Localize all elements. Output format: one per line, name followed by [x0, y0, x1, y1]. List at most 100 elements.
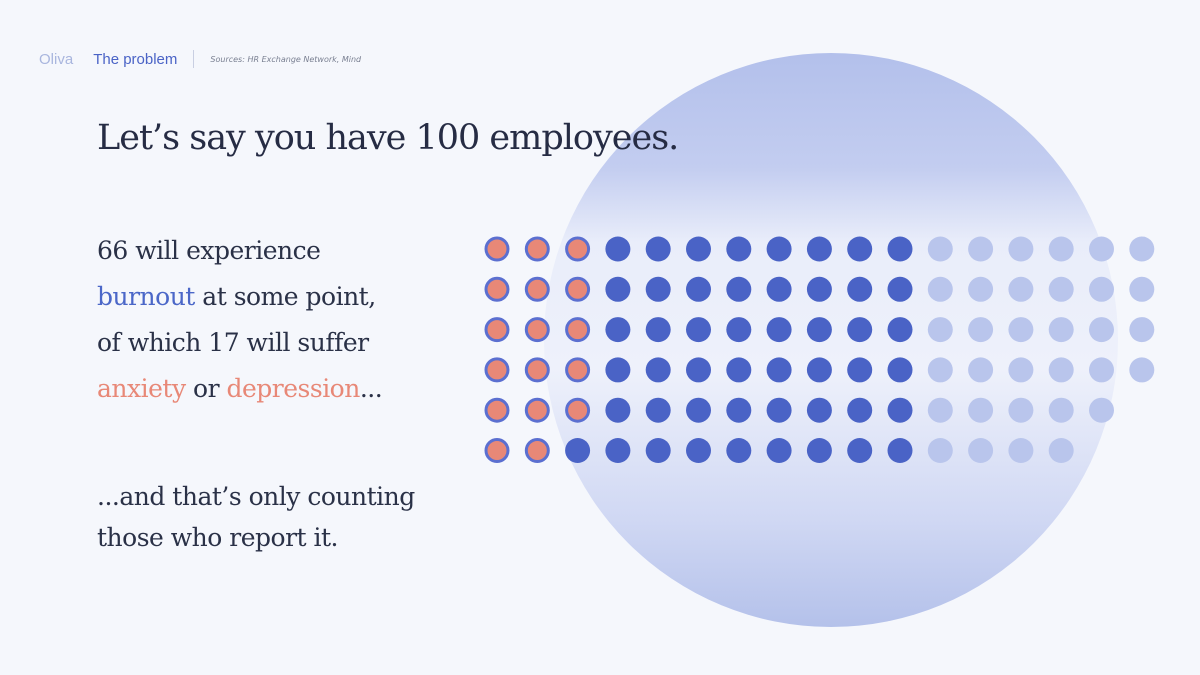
employee-dot-burnout-only [645, 397, 671, 423]
employee-dot-no-reported-burnout [1089, 397, 1114, 423]
employee-dot-burnout-only [806, 397, 832, 423]
employee-dot-burnout-only [847, 317, 873, 343]
body-line-2-rest: at some point, [194, 282, 376, 311]
depression-highlight: depression [226, 374, 360, 403]
employee-dot-burnout-only [806, 276, 832, 302]
employee-dot-burnout-only [887, 236, 913, 262]
header-divider [193, 50, 195, 68]
employee-dot-burnout-only [847, 397, 873, 423]
employee-dot-burnout-only [645, 317, 671, 343]
employee-dot-burnout-only [645, 357, 671, 383]
employee-dot-no-reported-burnout [1008, 276, 1034, 302]
employee-dot-burnout-only [887, 317, 913, 343]
headline: Let’s say you have 100 employees. [97, 118, 679, 158]
employee-dot-no-reported-burnout [968, 317, 994, 343]
employee-dot-no-reported-burnout [1089, 317, 1114, 343]
employee-dot-burnout-only [766, 276, 792, 302]
employee-dot-burnout-only [605, 397, 631, 423]
employee-dot-no-reported-burnout [1048, 357, 1074, 383]
or-word: or [185, 374, 227, 403]
employee-dot-anxiety-or-depression [484, 317, 510, 343]
employee-dot-burnout-only [686, 276, 711, 302]
employee-dot-burnout-only [766, 397, 792, 423]
employee-dot-no-reported-burnout [1089, 276, 1114, 302]
employee-dot-burnout-only [726, 357, 752, 383]
employee-dot-anxiety-or-depression [524, 397, 550, 423]
employee-dot-burnout-only [806, 236, 832, 262]
employee-dot-burnout-only [645, 236, 671, 262]
employee-dot-burnout-only [847, 357, 873, 383]
employee-dot-no-reported-burnout [1008, 438, 1034, 463]
closing-line-2: those who report it. [97, 523, 339, 552]
employee-dot-burnout-only [686, 397, 711, 423]
closing-line-1: ...and that’s only counting [97, 482, 415, 511]
employee-dot-burnout-only [726, 397, 752, 423]
employee-dot-no-reported-burnout [1048, 397, 1074, 423]
employee-dot-burnout-only [605, 236, 631, 262]
employee-dot-burnout-only [887, 397, 913, 423]
employee-dot-anxiety-or-depression [524, 236, 550, 262]
employee-dot-burnout-only [726, 236, 752, 262]
employee-dot-no-reported-burnout [1008, 357, 1034, 383]
employee-dot-burnout-only [847, 236, 873, 262]
employee-dot-no-reported-burnout [1008, 397, 1034, 423]
employee-dot-anxiety-or-depression [484, 357, 510, 383]
employee-dot-burnout-only [887, 438, 913, 463]
employee-dot-no-reported-burnout [968, 438, 994, 463]
ellipsis: ... [359, 374, 383, 403]
employee-dot-no-reported-burnout [1048, 438, 1074, 463]
employee-dot-burnout-only [686, 357, 711, 383]
employee-dot-anxiety-or-depression [565, 317, 591, 343]
employee-dot-burnout-only [766, 236, 792, 262]
employee-dot-no-reported-burnout [1129, 317, 1155, 343]
employee-dot-anxiety-or-depression [484, 397, 510, 423]
brand-name: Oliva [39, 50, 74, 68]
section-title: The problem [93, 50, 178, 68]
employee-dot-no-reported-burnout [968, 276, 994, 302]
employee-dot-no-reported-burnout [1129, 236, 1155, 262]
employee-dot-no-reported-burnout [1008, 317, 1034, 343]
employee-dot-burnout-only [645, 276, 671, 302]
employee-dot-no-reported-burnout [1089, 357, 1114, 383]
employee-dot-anxiety-or-depression [524, 317, 550, 343]
employee-dot-no-reported-burnout [927, 276, 953, 302]
employee-dot-no-reported-burnout [927, 438, 953, 463]
employee-dot-no-reported-burnout [968, 236, 994, 262]
body-line-1: 66 will experience [97, 236, 321, 265]
slide-header: Oliva The problem Sources: HR Exchange N… [39, 50, 361, 68]
employee-dot-no-reported-burnout [968, 397, 994, 423]
employee-dot-no-reported-burnout [968, 357, 994, 383]
employee-dot-burnout-only [565, 438, 591, 463]
employee-dot-burnout-only [766, 438, 792, 463]
body-text: 66 will experience burnout at some point… [97, 228, 383, 412]
employee-dot-anxiety-or-depression [565, 397, 591, 423]
employee-dot-anxiety-or-depression [565, 236, 591, 262]
employee-dot-no-reported-burnout [1048, 276, 1074, 302]
employee-dot-burnout-only [726, 438, 752, 463]
employee-dot-no-reported-burnout [927, 357, 953, 383]
body-line-3: of which 17 will suffer [97, 328, 369, 357]
employee-dot-burnout-only [766, 357, 792, 383]
employee-dot-burnout-only [806, 357, 832, 383]
employee-dot-no-reported-burnout [927, 397, 953, 423]
employee-dot-anxiety-or-depression [524, 357, 550, 383]
anxiety-highlight: anxiety [97, 374, 186, 403]
employee-dot-burnout-only [645, 438, 671, 463]
sources-note: Sources: HR Exchange Network, Mind [210, 54, 362, 64]
employee-dot-burnout-only [766, 317, 792, 343]
employee-dot-burnout-only [847, 438, 873, 463]
employee-dot-burnout-only [605, 438, 631, 463]
employee-dot-burnout-only [686, 236, 711, 262]
employee-dot-no-reported-burnout [1008, 236, 1034, 262]
employee-dot-no-reported-burnout [1089, 236, 1114, 262]
employee-dot-no-reported-burnout [1048, 236, 1074, 262]
employee-dot-no-reported-burnout [1129, 276, 1155, 302]
employee-dot-burnout-only [847, 276, 873, 302]
employee-dot-burnout-only [726, 317, 752, 343]
employee-dot-burnout-only [806, 317, 832, 343]
employee-dot-burnout-only [887, 276, 913, 302]
employee-dot-no-reported-burnout [1129, 357, 1155, 383]
employee-dot-burnout-only [605, 317, 631, 343]
employee-dot-no-reported-burnout [927, 236, 953, 262]
